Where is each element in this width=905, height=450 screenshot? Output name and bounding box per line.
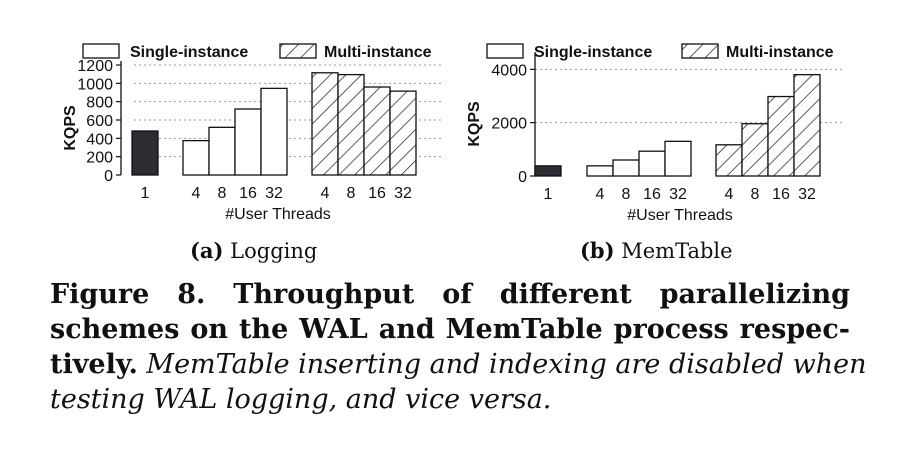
logging-x-tick-label: 4	[192, 185, 201, 202]
memtable-bar-multi-32	[793, 74, 821, 177]
memtable-x-tick-label: 4	[725, 186, 734, 203]
logging-y-tick-label: 200	[86, 150, 113, 167]
logging-x-axis-label: #User Threads	[225, 206, 331, 223]
subcaption-memtable: (b) MemTable	[580, 238, 733, 263]
caption-line-3-bold: tively.	[50, 349, 138, 380]
logging-y-tick-label: 800	[86, 95, 113, 112]
logging-y-tick-label: 1200	[77, 58, 113, 75]
caption-line-4: testing WAL logging, and vice versa.	[50, 384, 552, 415]
memtable-legend-label-multi: Multi-instance	[726, 44, 834, 61]
caption-line-1: Figure 8. Throughput of different parall…	[50, 279, 850, 310]
memtable-bar-baseline-1	[534, 165, 562, 177]
memtable-x-tick-label: 32	[669, 186, 687, 203]
memtable-y-axis-label: KQPS	[466, 101, 483, 147]
logging-legend-label-multi: Multi-instance	[324, 44, 432, 61]
memtable-y-tick-label: 0	[518, 169, 527, 186]
caption-line-3: tively. MemTable inserting and indexing …	[50, 347, 866, 382]
subcaption-logging: (a) Logging	[190, 238, 317, 263]
memtable-bar-single-32	[664, 140, 692, 177]
memtable-x-axis-label: #User Threads	[627, 207, 733, 224]
memtable-y-tick-label: 4000	[491, 62, 527, 79]
logging-x-tick-label: 16	[368, 185, 386, 202]
memtable-bar-multi-4	[715, 144, 743, 177]
logging-x-tick-label: 8	[347, 185, 356, 202]
logging-bar-multi-16	[363, 86, 391, 176]
subcaption-a-text: Logging	[230, 239, 318, 263]
logging-bar-multi-8	[337, 73, 365, 176]
logging-legend-label-single: Single-instance	[130, 44, 248, 61]
memtable-bar-single-8	[612, 159, 640, 177]
memtable-legend-label-single: Single-instance	[534, 44, 652, 61]
logging-bar-multi-4	[311, 72, 339, 176]
memtable-bar-multi-8	[741, 123, 769, 177]
memtable-legend-swatch-single	[486, 43, 524, 59]
memtable-y-tick-label: 2000	[491, 116, 527, 133]
memtable-x-tick-label: 16	[772, 186, 790, 203]
subcaption-b-text: MemTable	[621, 239, 733, 263]
memtable-legend-swatch-multi	[681, 43, 719, 59]
logging-y-tick-label: 0	[104, 168, 113, 185]
subcaption-a-label: (a)	[190, 238, 224, 263]
figure-caption: Figure 8. Throughput of different parall…	[50, 277, 866, 417]
logging-bar-single-8	[208, 126, 236, 176]
logging-y-tick-label: 600	[86, 113, 113, 130]
logging-x-tick-label: 32	[394, 185, 412, 202]
logging-y-axis-label: KQPS	[62, 105, 79, 151]
logging-y-tick-label: 1000	[77, 76, 113, 93]
logging-x-tick-label: 32	[265, 185, 283, 202]
memtable-bar-single-4	[586, 165, 614, 177]
memtable-x-tick-label: 8	[751, 186, 760, 203]
logging-y-tick-label: 400	[86, 131, 113, 148]
logging-bar-single-32	[260, 87, 288, 176]
memtable-x-tick-label: 8	[622, 186, 631, 203]
logging-legend-swatch-multi	[279, 43, 317, 59]
memtable-x-tick-label: 16	[643, 186, 661, 203]
memtable-x-tick-label: 1	[544, 186, 553, 203]
caption-line-3-italic: MemTable inserting and indexing are disa…	[137, 349, 867, 380]
caption-line-2: schemes on the WAL and MemTable process …	[50, 314, 850, 345]
logging-x-tick-label: 8	[218, 185, 227, 202]
logging-legend-swatch-single	[82, 43, 120, 59]
logging-x-tick-label: 4	[321, 185, 330, 202]
logging-x-tick-label: 1	[141, 185, 150, 202]
memtable-x-tick-label: 4	[596, 186, 605, 203]
memtable-bar-multi-16	[767, 95, 795, 177]
subcaption-b-label: (b)	[580, 238, 615, 263]
logging-bar-single-4	[182, 139, 210, 176]
logging-bar-single-16	[234, 108, 262, 176]
memtable-bar-single-16	[638, 150, 666, 177]
logging-bar-baseline-1	[131, 130, 159, 176]
memtable-x-tick-label: 32	[798, 186, 816, 203]
logging-bar-multi-32	[389, 90, 417, 176]
logging-x-tick-label: 16	[239, 185, 257, 202]
